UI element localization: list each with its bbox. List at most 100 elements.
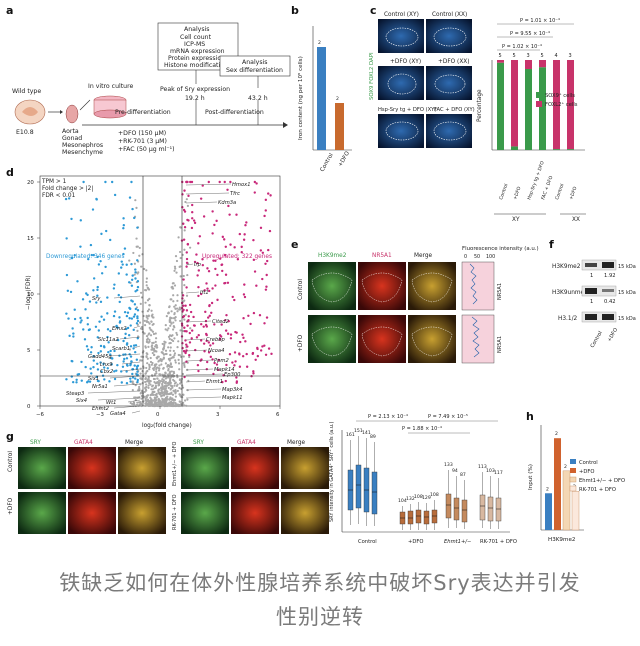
d-point-down <box>104 180 107 184</box>
d-point-ns <box>146 362 149 365</box>
d-point-ns <box>150 309 153 312</box>
d-point-up <box>185 343 188 346</box>
d-point-ns <box>186 389 189 392</box>
d-point-ns <box>148 304 151 307</box>
d-point-ns <box>154 398 157 402</box>
d-xtick: 3 <box>216 412 219 418</box>
d-point-up <box>242 336 245 340</box>
d-point-ns <box>148 366 151 369</box>
end-time: 43.2 h <box>248 95 268 102</box>
d-point-ns <box>170 310 173 313</box>
d-point-down <box>106 312 109 315</box>
d-point-ns <box>175 271 178 274</box>
d-point-up <box>205 282 208 285</box>
d-gene-up: Crebbp <box>206 337 226 343</box>
d-point-up <box>266 259 269 263</box>
f-kda-3: 15 kDa <box>618 316 636 322</box>
d-point-ns <box>168 373 172 376</box>
d-point-up <box>226 332 230 335</box>
d-point-ns <box>139 359 142 362</box>
h-xlabel: H3K9me2 <box>548 537 575 543</box>
d-point-up <box>197 242 200 245</box>
f-lane-control: Control <box>590 330 604 349</box>
g-xlabel-dfo: +DFO <box>408 539 423 545</box>
d-point-ns <box>183 229 186 232</box>
d-point-down <box>87 380 90 383</box>
d-gene-up: Ppm2 <box>214 358 229 364</box>
d-point-up <box>229 243 232 246</box>
d-point-down <box>120 370 123 373</box>
d-point-ns <box>144 380 147 384</box>
d-point-up <box>265 316 269 319</box>
d-point-up <box>233 351 237 354</box>
d-point-ns <box>175 333 179 336</box>
g-col-gata4-right: GATA4 <box>237 440 256 446</box>
d-point-up <box>212 259 215 262</box>
d-point-down <box>125 370 128 373</box>
panel-letter-f: f <box>549 238 554 251</box>
d-point-ns <box>183 283 186 287</box>
f-val-2a: 1 <box>590 299 593 305</box>
e-profile-label-ctrl: NR5A1 <box>497 283 503 300</box>
d-point-up <box>252 370 255 373</box>
panel-letter-a: a <box>6 4 13 17</box>
d-point-ns <box>174 395 177 398</box>
d-point-up <box>181 193 184 196</box>
d-point-up <box>235 376 238 379</box>
e-row-dfo: +DFO <box>298 334 304 352</box>
d-point-ns <box>173 337 176 340</box>
d-point-ns <box>176 299 179 302</box>
d-point-ns <box>145 315 149 318</box>
d-point-ns <box>168 392 171 395</box>
d-point-up <box>183 225 187 229</box>
d-point-up <box>243 295 247 299</box>
analysis-title: Analysis <box>184 26 210 33</box>
d-point-ns <box>149 404 152 407</box>
d-point-up <box>264 198 268 202</box>
d-ytick: 15 <box>27 236 34 242</box>
d-point-down <box>71 327 74 330</box>
d-point-ns <box>145 280 148 284</box>
d-point-ns <box>145 320 149 323</box>
c-bar-sox9 <box>553 149 560 150</box>
d-point-down <box>86 316 89 320</box>
culture-label: In vitro culture <box>88 83 133 90</box>
d-point-ns <box>169 388 172 391</box>
d-point-down <box>96 379 100 383</box>
d-point-ns <box>144 386 147 389</box>
d-point-ns <box>135 237 138 240</box>
d-point-ns <box>168 320 171 323</box>
c-bar-sox9 <box>525 69 532 150</box>
d-point-ns <box>183 365 186 369</box>
d-point-ns <box>135 404 138 407</box>
d-point-ns <box>170 338 173 341</box>
b-n-control: 2 <box>318 40 321 46</box>
d-point-up <box>182 278 185 281</box>
d-point-ns <box>168 334 172 337</box>
d-point-down <box>97 263 101 266</box>
d-up-label: Upregulated: 322 genes <box>202 254 272 260</box>
d-point-down <box>121 365 125 368</box>
d-point-down <box>134 290 137 293</box>
d-point-down <box>96 336 99 339</box>
d-point-up <box>228 353 232 356</box>
d-point-ns <box>177 358 180 361</box>
d-point-ns <box>163 343 166 346</box>
d-point-ns <box>155 370 158 373</box>
d-point-ns <box>163 388 166 391</box>
e-profile-tick-0: 0 <box>464 254 467 260</box>
d-point-ns <box>164 349 168 352</box>
d-point-ns <box>156 357 159 360</box>
d-point-down <box>84 308 87 311</box>
d-point-up <box>198 235 202 238</box>
d-point-ns <box>162 386 166 390</box>
d-point-ns <box>173 352 177 355</box>
panel-letter-d: d <box>6 166 14 179</box>
d-point-ns <box>157 384 160 387</box>
d-ytick: 20 <box>27 180 34 186</box>
d-point-ns <box>151 348 154 351</box>
d-point-ns <box>148 368 151 371</box>
d-point-ns <box>178 400 181 403</box>
d-point-ns <box>173 326 176 329</box>
e-col-merge: Merge <box>414 253 433 259</box>
